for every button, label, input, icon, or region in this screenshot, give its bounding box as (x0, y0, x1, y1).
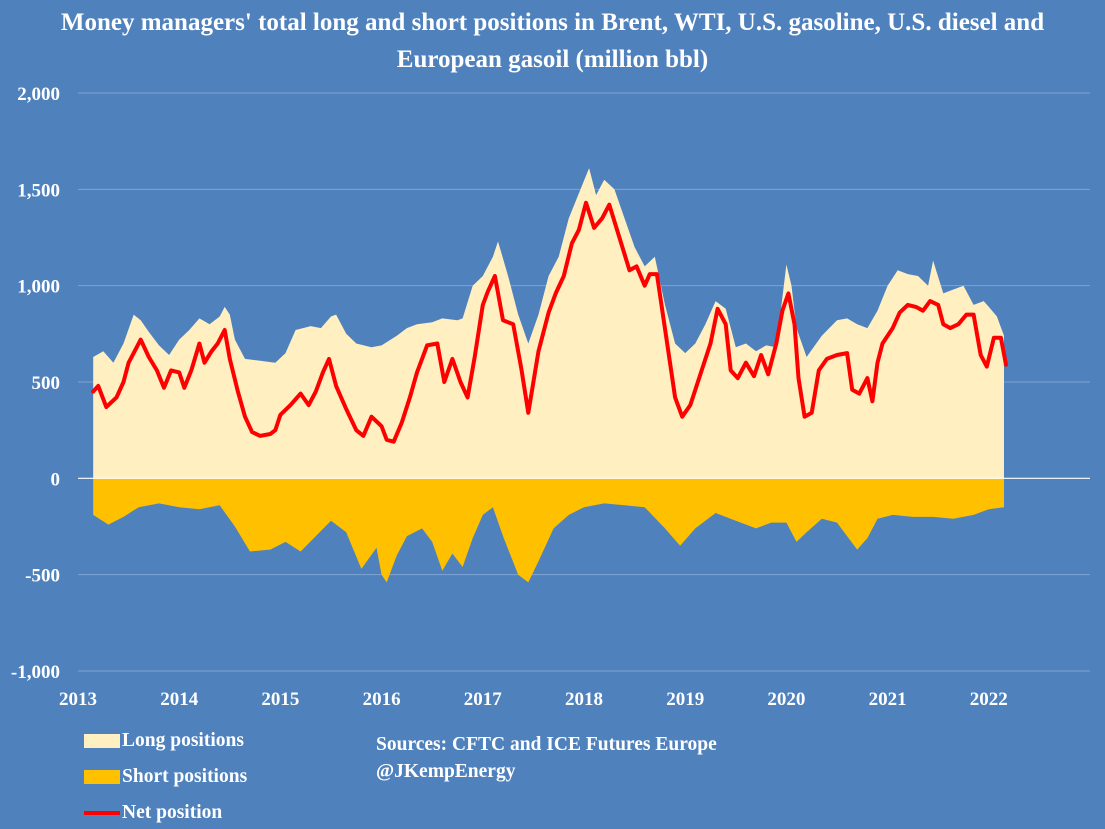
legend-long-swatch (84, 734, 120, 748)
area-long-positions (93, 168, 1005, 479)
y-tick-label: -500 (25, 566, 60, 587)
y-tick-label: 0 (51, 469, 61, 490)
x-tick-label: 2014 (160, 689, 199, 710)
y-tick-label: 500 (32, 373, 61, 394)
series-lines (91, 200, 1008, 444)
x-tick-label: 2013 (59, 689, 97, 710)
legend-long-label: Long positions (122, 730, 244, 751)
x-tick-label: 2015 (261, 689, 299, 710)
x-tick-label: 2017 (464, 689, 503, 710)
legend-short-swatch (84, 770, 120, 784)
area-short-positions (93, 478, 1005, 583)
x-tick-label: 2018 (565, 689, 603, 710)
y-tick-label: 1,500 (17, 180, 60, 201)
y-tick-label: 1,000 (17, 277, 60, 298)
legend-net-label: Net position (122, 802, 223, 823)
author-handle: @JKempEnergy (376, 761, 516, 782)
source-note: Sources: CFTC and ICE Futures Europe (376, 734, 717, 755)
x-tick-label: 2021 (869, 689, 907, 710)
y-axis-ticks: 2,000 1,500 1,000 500 0 -500 -1,000 (11, 84, 60, 683)
chart-title: Money managers' total long and short pos… (60, 9, 1045, 73)
y-tick-label: -1,000 (11, 662, 60, 683)
x-tick-label: 2016 (363, 689, 401, 710)
x-tick-label: 2019 (666, 689, 704, 710)
legend-net-swatch (84, 811, 120, 815)
x-tick-label: 2020 (767, 689, 805, 710)
line-net-position (91, 200, 1008, 444)
legend-short-label: Short positions (122, 766, 248, 787)
legend-net: Net position (84, 800, 222, 826)
x-axis-ticks: 2013 2014 2015 2016 2017 2018 2019 2020 2021 2022 (59, 689, 1008, 710)
series-areas (93, 168, 1005, 583)
y-tick-label: 2,000 (17, 84, 60, 105)
legend-long: Long positions (84, 728, 244, 754)
legend-short: Short positions (84, 764, 247, 790)
x-tick-label: 2022 (970, 689, 1008, 710)
